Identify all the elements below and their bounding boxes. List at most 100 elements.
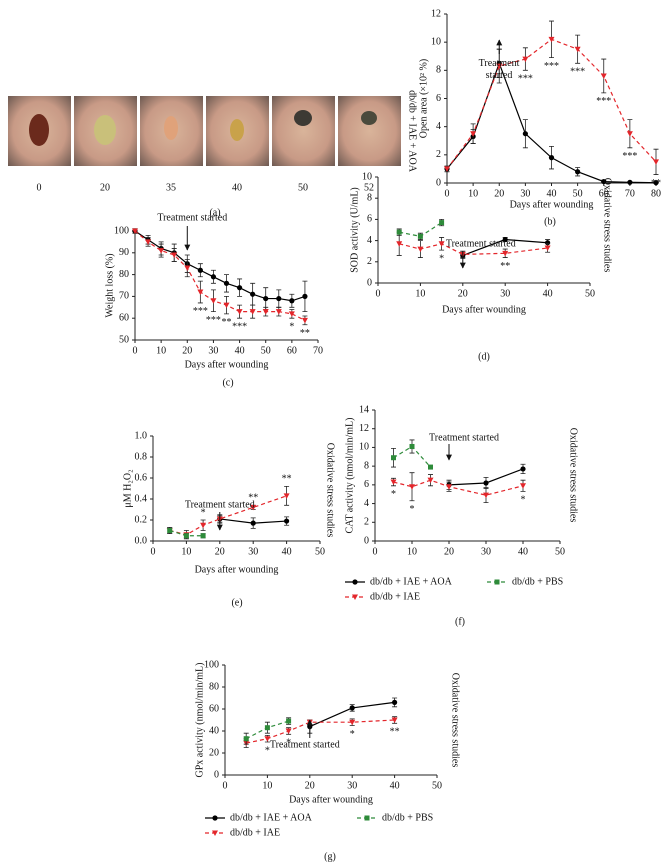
y-tick-label: 6 xyxy=(367,214,372,225)
marker xyxy=(275,309,282,315)
legend-marker xyxy=(364,815,370,821)
marker xyxy=(601,178,607,185)
x-tick-label: 10 xyxy=(156,345,166,356)
marker xyxy=(391,455,396,461)
x-tick-label: 40 xyxy=(235,345,245,356)
marker xyxy=(349,705,355,711)
significance-mark: * xyxy=(286,738,291,749)
y-tick-label: 2 xyxy=(436,149,441,160)
x-tick-label: 20 xyxy=(494,188,504,199)
significance-mark: * xyxy=(521,495,526,506)
x-tick-label: 30 xyxy=(500,288,510,299)
photo-label: 20 xyxy=(100,182,110,193)
significance-mark: ** xyxy=(300,328,310,339)
y-tick-label: 1.0 xyxy=(135,430,148,441)
y-tick-label: 8 xyxy=(367,192,372,203)
caption: (g) xyxy=(324,851,336,862)
x-tick-label: 30 xyxy=(481,546,491,557)
x-tick-label: 0 xyxy=(133,345,138,356)
wound xyxy=(164,116,178,140)
x-tick-label: 40 xyxy=(543,288,553,299)
x-tick-label: 0 xyxy=(151,546,156,557)
legend-marker xyxy=(212,815,218,821)
x-tick-label: 20 xyxy=(182,345,192,356)
y-tick-label: 20 xyxy=(209,747,219,758)
marker xyxy=(396,241,403,247)
x-tick-label: 60 xyxy=(287,345,297,356)
y-axis-label: GPx activity (nmol/min/mL) xyxy=(194,663,205,778)
x-tick-label: 30 xyxy=(347,780,357,791)
treatment-label-box: Treatment started xyxy=(479,58,520,81)
significance-mark: *** xyxy=(206,315,221,326)
wound xyxy=(29,114,49,146)
significance-mark: ** xyxy=(651,178,661,189)
photo-label: 35 xyxy=(166,182,176,193)
x-tick-label: 20 xyxy=(305,780,315,791)
x-tick-label: 50 xyxy=(432,780,442,791)
x-tick-label: 0 xyxy=(373,546,378,557)
marker xyxy=(520,466,526,472)
marker xyxy=(236,285,243,291)
x-tick-label: 80 xyxy=(651,188,661,199)
significance-mark: ** xyxy=(390,727,400,738)
y-tick-label: 8 xyxy=(364,460,369,471)
chart: 0 2 4 6 8 10 12 0 10 20 30 40 50 60 70 80 Open area (×10… xyxy=(418,8,661,227)
marker xyxy=(262,309,269,315)
marker xyxy=(158,248,165,254)
significance-mark: ** xyxy=(248,493,258,504)
series-line xyxy=(169,495,287,536)
marker xyxy=(653,159,659,165)
y-tick-label: 4 xyxy=(364,498,369,509)
x-axis-label: Days after wounding xyxy=(195,564,279,575)
x-tick-label: 20 xyxy=(215,546,225,557)
y-tick-label: 70 xyxy=(119,291,129,302)
treatment-label: Treatment started xyxy=(157,212,227,223)
y-tick-label: 14 xyxy=(359,404,369,415)
x-tick-label: 10 xyxy=(407,546,417,557)
wound xyxy=(361,111,377,125)
y-tick-label: 0 xyxy=(214,769,219,780)
marker xyxy=(250,291,256,297)
treatment-label: Treatment started xyxy=(185,499,255,510)
wound xyxy=(94,115,116,145)
y-tick-label: 100 xyxy=(204,659,219,670)
wound xyxy=(230,119,244,141)
caption: (b) xyxy=(544,216,556,227)
marker xyxy=(183,533,189,539)
x-axis-label: Days after wounding xyxy=(442,304,526,315)
x-tick-label: 20 xyxy=(458,288,468,299)
y-tick-label: 0 xyxy=(436,177,441,188)
y-axis-label: μM H₂O₂ xyxy=(122,469,133,507)
marker xyxy=(284,518,290,524)
marker xyxy=(600,73,607,79)
y-tick-label: 2 xyxy=(364,517,369,528)
caption: (f) xyxy=(455,616,465,627)
significance-mark: ** xyxy=(500,261,510,272)
significance-mark: * xyxy=(201,507,206,518)
y-tick-label: 100 xyxy=(114,225,129,236)
significance-mark: * xyxy=(410,504,415,515)
marker xyxy=(502,236,508,243)
marker xyxy=(276,295,282,302)
marker xyxy=(483,492,489,499)
y-tick-label: 0.2 xyxy=(135,514,148,525)
chart: 0 2 4 6 8 10 12 14 0 10 20 30 40 50 CAT activity (nmol… xyxy=(344,404,578,627)
marker xyxy=(522,56,529,63)
x-tick-label: 30 xyxy=(520,188,530,199)
caption: (c) xyxy=(222,377,233,388)
photo xyxy=(272,96,335,166)
marker xyxy=(548,36,555,43)
x-tick-label: 30 xyxy=(248,546,258,557)
significance-mark: *** xyxy=(193,306,208,317)
x-tick-label: 10 xyxy=(181,546,191,557)
legend-marker xyxy=(494,579,500,585)
x-tick-label: 40 xyxy=(518,546,528,557)
marker xyxy=(502,250,509,257)
significance-mark: * xyxy=(289,321,294,332)
legend-label: db/db + IAE xyxy=(370,591,420,602)
marker xyxy=(184,265,191,272)
marker xyxy=(391,717,398,723)
y-tick-label: 0.4 xyxy=(135,493,148,504)
legend-label: db/db + IAE + AOA xyxy=(230,812,313,823)
